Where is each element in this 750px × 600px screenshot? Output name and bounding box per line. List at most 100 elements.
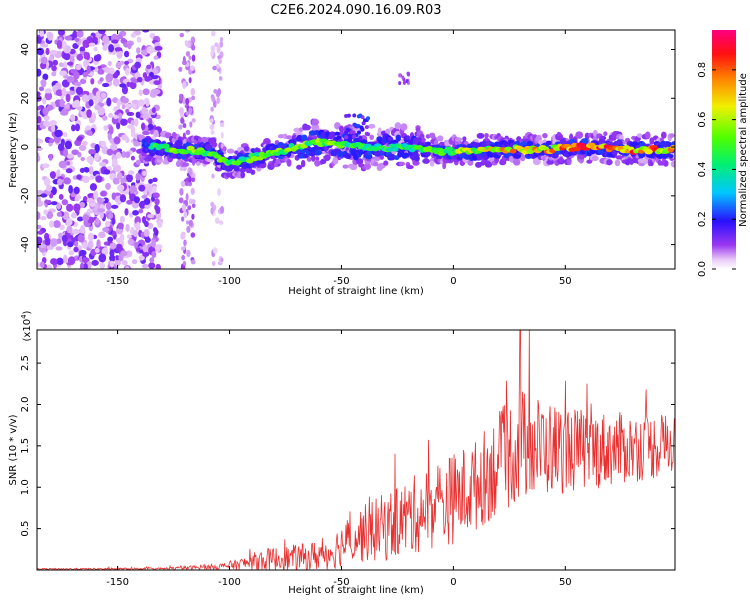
heatmap-cell-1483 [406, 164, 414, 170]
heatmap-cell-696 [98, 30, 106, 35]
snr-y-tick-label-3: 2.0 [20, 397, 31, 413]
heatmap-cell-1372 [332, 156, 339, 165]
heatmap-cell-113 [61, 199, 69, 206]
heatmap-cell-1793 [614, 159, 621, 167]
heatmap-cell-1597 [484, 133, 489, 139]
heatmap-cell-1572 [467, 159, 474, 166]
snr-y-tick-label-2: 1.5 [20, 438, 31, 454]
heatmap-cell-2213 [402, 152, 410, 158]
heatmap-cell-661 [74, 139, 82, 147]
heatmap-cell-740 [149, 257, 155, 264]
heatmap-cell-867 [122, 97, 129, 104]
heatmap-cell-736 [86, 155, 94, 164]
heatmap-cell-1003 [186, 225, 191, 233]
heatmap-cell-813 [146, 45, 154, 54]
heatmap-cell-823 [100, 190, 107, 197]
heatmap-cell-308 [51, 65, 57, 72]
heatmap-cell-971 [191, 44, 196, 51]
heatmap-cell-1037 [210, 50, 214, 57]
colorbar-tick-label-0: 0.0 [697, 261, 708, 277]
colorbar-tick-label-1: 0.2 [697, 211, 708, 227]
heatmap-cell-583 [117, 222, 124, 230]
heatmap-cell-759 [95, 175, 103, 183]
heatmap-cell-1292 [277, 134, 285, 139]
heatmap-cell-749 [62, 132, 68, 138]
heatmap-cell-869 [37, 153, 40, 162]
heatmap-cell-1432 [372, 161, 379, 167]
heatmap-cell-480 [135, 159, 141, 165]
heatmap-cell-1047 [209, 124, 215, 130]
heatmap-cell-1013 [188, 168, 193, 176]
heatmap-cell-2080 [298, 148, 307, 154]
heatmap-cell-766 [40, 78, 47, 88]
heatmap-cell-495 [49, 50, 58, 55]
heatmap-cell-670 [131, 99, 140, 105]
heatmap-cell-416 [99, 262, 106, 269]
heatmap-cell-810 [126, 111, 135, 117]
heatmap-cell-656 [75, 64, 82, 71]
heatmap-cell-380 [87, 208, 93, 214]
heatmap-cell-126 [126, 250, 133, 258]
snr-y-scale: (x104) [20, 310, 33, 341]
heatmap-cell-1589 [476, 132, 485, 139]
snr-x-label: Height of straight line (km) [288, 585, 424, 596]
heatmap-cell-558 [116, 34, 123, 40]
heatmap-cell-633 [107, 236, 114, 243]
heatmap-cell-663 [148, 118, 153, 126]
heatmap-cell-2787 [352, 113, 357, 118]
heatmap-cell-1001 [187, 181, 193, 187]
heatmap-cell-1031 [217, 88, 222, 96]
heatmap-cell-728 [98, 161, 107, 167]
heatmap-cell-1997 [233, 165, 240, 172]
heatmap-cell-587 [40, 216, 47, 221]
heatmap-cell-1004 [181, 254, 186, 261]
heatmap-cell-955 [190, 259, 196, 265]
snr-x-tick-label-2: -50 [333, 577, 349, 588]
heatmap-cell-808 [66, 153, 75, 159]
heatmap-cell-735 [151, 250, 157, 258]
heatmap-cell-2790 [357, 130, 362, 135]
heatmap-cell-624 [65, 93, 71, 103]
heatmap-cell-494 [127, 238, 135, 246]
heatmap-cell-2795 [366, 116, 371, 121]
heatmap-cell-726 [92, 95, 98, 101]
heatmap-cell-595 [152, 88, 161, 95]
heatmap-cell-773 [50, 124, 56, 133]
heatmap-cell-828 [138, 89, 143, 97]
heatmap-cell-1492 [412, 160, 420, 166]
heatmap-cell-677 [113, 136, 121, 145]
heatmap-cell-2413 [559, 138, 567, 146]
heatmap-cell-484 [105, 73, 114, 83]
heatmap-cell-2808 [358, 113, 363, 118]
heatmap-cell-294 [37, 262, 41, 268]
heatmap-cell-706 [152, 227, 158, 233]
heatmap-cell-679 [73, 81, 82, 87]
heatmap-cell-734 [135, 172, 141, 181]
heatmap-cell-872 [126, 81, 132, 88]
heatmap-cell-1987 [225, 165, 233, 172]
heatmap-cell-868 [124, 60, 130, 65]
spectrogram-x-label: Height of straight line (km) [288, 286, 424, 297]
heatmap-cell-898 [142, 113, 150, 120]
heatmap-cell-714 [94, 104, 101, 111]
heatmap-cell-1332 [306, 156, 312, 162]
heatmap-cell-462 [109, 254, 116, 262]
colorbar-tick-label-3: 0.6 [697, 112, 708, 128]
heatmap-cell-885 [63, 148, 69, 158]
heatmap-cell-2572 [186, 145, 195, 151]
heatmap-cell-312 [105, 201, 112, 211]
heatmap-cell-1705 [556, 131, 562, 137]
snr-series-line [37, 330, 675, 570]
heatmap-cell-870 [68, 185, 73, 194]
heatmap-cell-911 [178, 66, 183, 72]
heatmap-cell-705 [115, 151, 122, 159]
heatmap-cell-315 [50, 201, 58, 206]
heatmap-cell-1012 [188, 219, 194, 227]
heatmap-cell-227 [98, 231, 106, 239]
heatmap-cell-1233 [240, 171, 246, 179]
heatmap-cell-199 [76, 216, 84, 222]
heatmap-cell-591 [127, 124, 135, 129]
heatmap-cell-1217 [226, 148, 235, 154]
heatmap-cell-1685 [542, 132, 548, 139]
heatmap-cell-886 [142, 244, 148, 253]
